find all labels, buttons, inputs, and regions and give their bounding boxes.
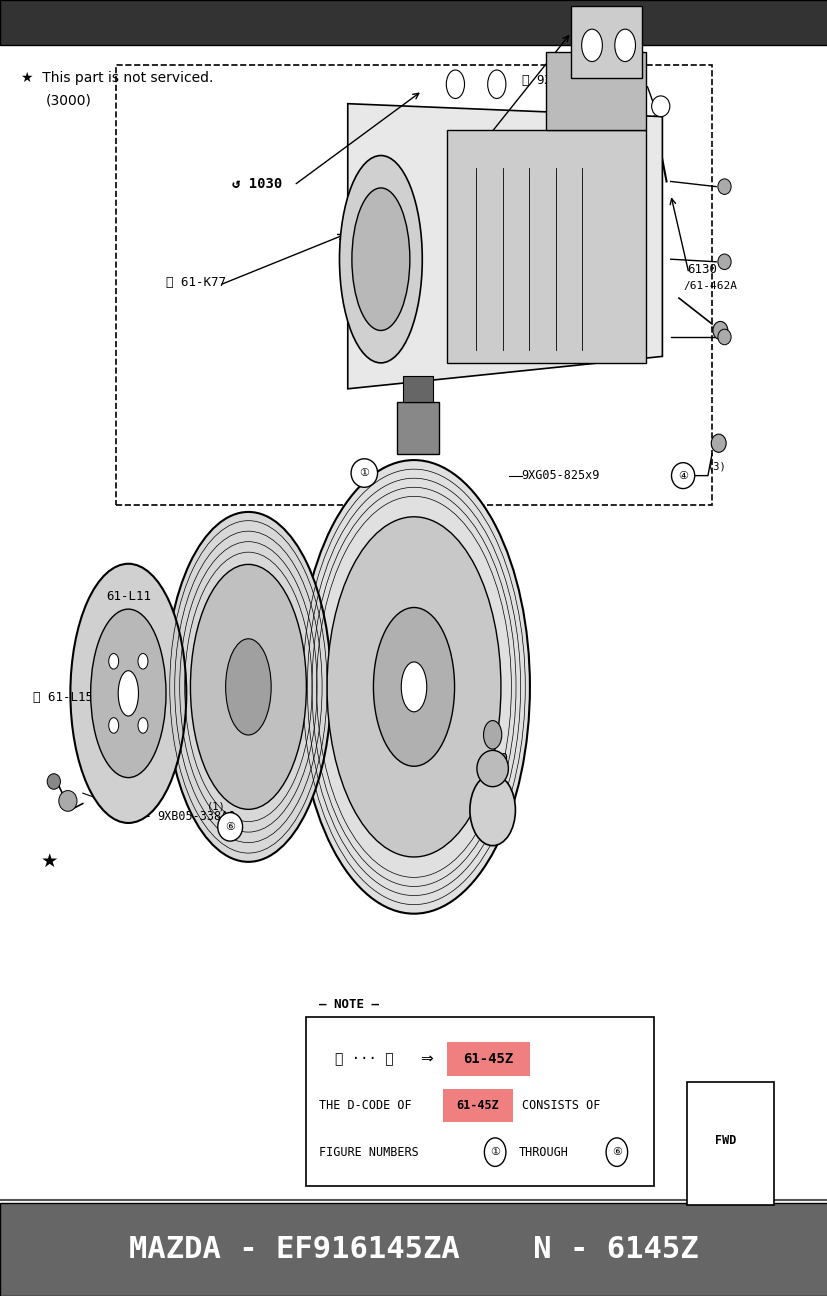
Ellipse shape [487, 70, 505, 98]
Bar [546, 52, 645, 130]
Bar [306, 1017, 653, 1186]
Text: ★  This part is not serviced.: ★ This part is not serviced. [21, 71, 213, 86]
Ellipse shape [373, 608, 454, 766]
Text: 61-K39: 61-K39 [463, 752, 508, 765]
Text: ①: ① [490, 1147, 500, 1157]
Text: 61-L30: 61-L30 [391, 619, 436, 632]
Bar [397, 402, 438, 454]
Text: 9XB05-338A0: 9XB05-338A0 [157, 810, 236, 823]
Ellipse shape [298, 460, 529, 914]
Text: FIGURE NUMBERS: FIGURE NUMBERS [318, 1146, 418, 1159]
Text: ⑤ 61-L15: ⑤ 61-L15 [33, 691, 93, 704]
Ellipse shape [47, 774, 60, 789]
Ellipse shape [225, 639, 271, 735]
Ellipse shape [90, 609, 165, 778]
Ellipse shape [118, 671, 138, 715]
Ellipse shape [476, 750, 508, 787]
Ellipse shape [605, 1138, 627, 1166]
Text: /61-462A: /61-462A [682, 281, 736, 292]
Text: 9XG05-825x9: 9XG05-825x9 [521, 469, 600, 482]
Ellipse shape [710, 434, 725, 452]
Ellipse shape [581, 30, 601, 62]
Text: ★: ★ [41, 853, 59, 871]
Ellipse shape [717, 329, 730, 345]
Text: FWD: FWD [703, 1142, 723, 1152]
Ellipse shape [218, 813, 242, 841]
Text: 76-851B: 76-851B [213, 612, 266, 625]
Ellipse shape [483, 721, 501, 749]
Text: 61-45Z: 61-45Z [456, 1099, 499, 1112]
Text: ↺ 1030: ↺ 1030 [232, 178, 282, 191]
Ellipse shape [339, 156, 422, 363]
Text: ①: ① [359, 468, 369, 478]
Ellipse shape [446, 70, 464, 98]
Ellipse shape [671, 463, 694, 489]
Text: ⑦ 9XB05-33458: ⑦ 9XB05-33458 [521, 74, 619, 87]
Ellipse shape [351, 188, 409, 330]
Text: — NOTE —: — NOTE — [318, 998, 378, 1011]
FancyBboxPatch shape [0, 1203, 827, 1296]
Bar [571, 6, 641, 78]
Text: THROUGH: THROUGH [519, 1146, 568, 1159]
Text: ⇒: ⇒ [419, 1051, 433, 1067]
Text: ② 61-J1XB: ② 61-J1XB [451, 178, 519, 191]
FancyBboxPatch shape [686, 1082, 773, 1205]
Polygon shape [347, 104, 662, 389]
Text: MAZDA - EF916145ZA    N - 6145Z: MAZDA - EF916145ZA N - 6145Z [129, 1235, 698, 1264]
Ellipse shape [70, 564, 186, 823]
Bar [447, 130, 645, 363]
Text: ① ··· ⑥: ① ··· ⑥ [335, 1052, 393, 1065]
Ellipse shape [108, 653, 118, 669]
Ellipse shape [165, 512, 331, 862]
Text: (3000): (3000) [45, 93, 91, 108]
Ellipse shape [190, 565, 306, 809]
Text: THE D-CODE OF: THE D-CODE OF [318, 1099, 411, 1112]
Ellipse shape [651, 96, 669, 117]
Text: ④: ④ [677, 470, 687, 481]
Bar [447, 1042, 529, 1076]
Ellipse shape [59, 791, 77, 811]
Ellipse shape [138, 653, 148, 669]
Ellipse shape [108, 718, 118, 734]
Ellipse shape [401, 662, 426, 712]
Ellipse shape [327, 517, 500, 857]
Text: 61-L11: 61-L11 [106, 590, 151, 603]
Text: CONSISTS OF: CONSISTS OF [521, 1099, 600, 1112]
Text: (1): (1) [207, 801, 226, 811]
Ellipse shape [712, 321, 727, 340]
Ellipse shape [717, 179, 730, 194]
Text: ③ 61-K77: ③ 61-K77 [165, 276, 225, 289]
Ellipse shape [484, 1138, 505, 1166]
Ellipse shape [351, 459, 377, 487]
Text: 61-45Z: 61-45Z [463, 1052, 513, 1065]
Text: (3): (3) [707, 461, 726, 472]
Ellipse shape [138, 718, 148, 734]
Text: ⑥: ⑥ [611, 1147, 621, 1157]
Ellipse shape [717, 254, 730, 270]
Text: ⑥: ⑥ [225, 822, 235, 832]
Text: FWD: FWD [714, 1134, 735, 1147]
Ellipse shape [614, 30, 635, 62]
Bar [116, 65, 711, 505]
Ellipse shape [469, 775, 514, 846]
Bar [403, 376, 433, 402]
FancyBboxPatch shape [0, 0, 827, 45]
Bar [442, 1089, 513, 1122]
Text: 6130: 6130 [686, 263, 716, 276]
